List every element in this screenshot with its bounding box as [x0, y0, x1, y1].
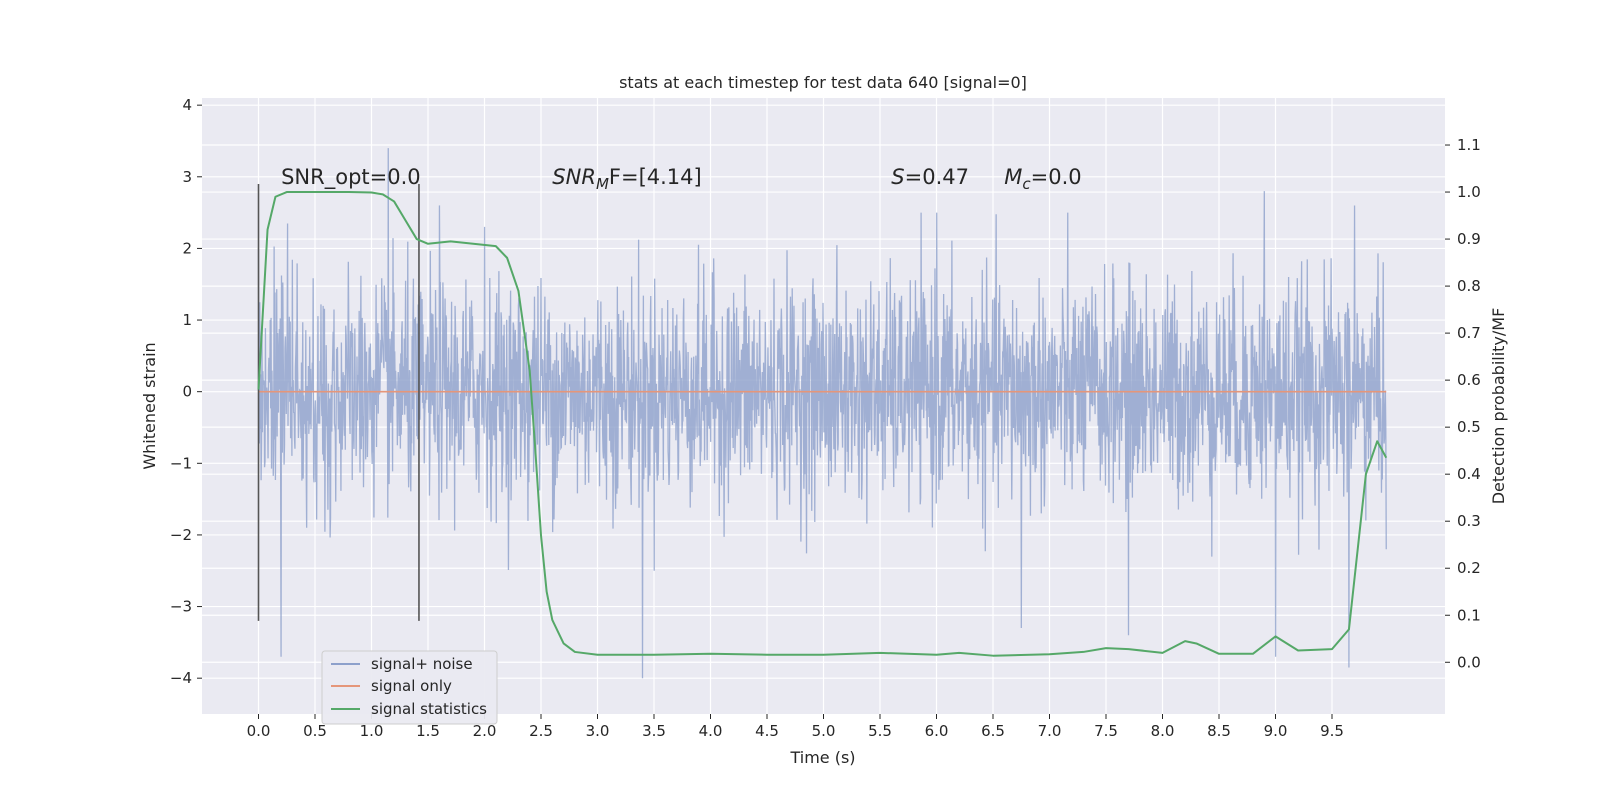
x-tick-label-6: 3.0 — [586, 722, 610, 740]
x-tick-label-12: 6.0 — [925, 722, 949, 740]
annotation-stat-mc: Mc=0.0 — [1004, 165, 1081, 193]
x-tick-label-19: 9.5 — [1320, 722, 1344, 740]
y-tick-label-8: 4 — [182, 96, 192, 114]
series-signal-statistics — [257, 191, 1388, 657]
x-tick-label-1: 0.5 — [303, 722, 327, 740]
y2-tick-label-4: 0.4 — [1457, 465, 1481, 483]
x-tick-label-15: 7.5 — [1094, 722, 1118, 740]
x-tick-label-8: 4.0 — [699, 722, 723, 740]
x-tick-label-10: 5.0 — [812, 722, 836, 740]
y2-tick-label-6: 0.6 — [1457, 371, 1481, 389]
x-tick-label-2: 1.0 — [360, 722, 384, 740]
y-tick-label-7: 3 — [182, 168, 192, 186]
y2-tick-label-9: 0.9 — [1457, 230, 1481, 248]
y-tick-label-1: −3 — [170, 598, 192, 616]
y2-tick-label-3: 0.3 — [1457, 512, 1481, 530]
y2-tick-label-7: 0.7 — [1457, 324, 1481, 342]
y2-tick-label-10: 1.0 — [1457, 183, 1481, 201]
y2-tick-label-0: 0.0 — [1457, 653, 1481, 671]
x-axis-label: Time (s) — [789, 748, 855, 767]
y-tick-label-5: 1 — [182, 311, 192, 329]
y-tick-label-3: −1 — [170, 454, 192, 472]
annotation-snr-mf: SNRMF=[4.14] — [552, 165, 701, 193]
annotation-stat-s: S=0.47 — [891, 165, 969, 189]
y2-axis-label: Detection probability/MF — [1489, 308, 1508, 505]
legend-label-signal-only: signal only — [371, 677, 452, 695]
y2-tick-label-5: 0.5 — [1457, 418, 1481, 436]
annotation-snr-opt: SNR_opt=0.0 — [281, 165, 421, 190]
x-tick-label-7: 3.5 — [642, 722, 666, 740]
x-tick-label-3: 1.5 — [416, 722, 440, 740]
x-tick-label-11: 5.5 — [868, 722, 892, 740]
series-signal-noise — [257, 148, 1387, 679]
x-tick-label-0: 0.0 — [247, 722, 271, 740]
y-tick-label-0: −4 — [170, 669, 192, 687]
x-tick-label-17: 8.5 — [1207, 722, 1231, 740]
x-tick-label-5: 2.5 — [529, 722, 553, 740]
series-layer — [257, 148, 1388, 679]
annotations: SNR_opt=0.0 SNRMF=[4.14] S=0.47 Mc=0.0 — [281, 165, 1082, 193]
chart-title: stats at each timestep for test data 640… — [619, 73, 1027, 92]
legend-label-signal-statistics: signal statistics — [371, 700, 487, 718]
y-axis-label: Whitened strain — [140, 342, 159, 469]
x-tick-label-18: 9.0 — [1264, 722, 1288, 740]
legend: signal+ noise signal only signal statist… — [321, 650, 498, 725]
x-tick-label-16: 8.0 — [1151, 722, 1175, 740]
y-tick-label-2: −2 — [170, 526, 192, 544]
x-tick-label-9: 4.5 — [755, 722, 779, 740]
y-tick-label-4: 0 — [182, 383, 192, 401]
y2-tick-label-11: 1.1 — [1457, 136, 1481, 154]
y2-tick-label-8: 0.8 — [1457, 277, 1481, 295]
x-tick-label-13: 6.5 — [981, 722, 1005, 740]
y-tick-label-6: 2 — [182, 239, 192, 257]
legend-label-signal-noise: signal+ noise — [371, 655, 473, 673]
x-tick-label-14: 7.0 — [1038, 722, 1062, 740]
x-tick-label-4: 2.0 — [473, 722, 497, 740]
axes-layer: 0.0 0.5 1.0 1.5 2.0 2.5 3.0 3.5 4.0 4.5 5.0 5.5 6.0 6… — [170, 96, 1481, 740]
y2-tick-label-2: 0.2 — [1457, 559, 1481, 577]
legend-box — [321, 650, 498, 725]
y2-tick-label-1: 0.1 — [1457, 606, 1481, 624]
